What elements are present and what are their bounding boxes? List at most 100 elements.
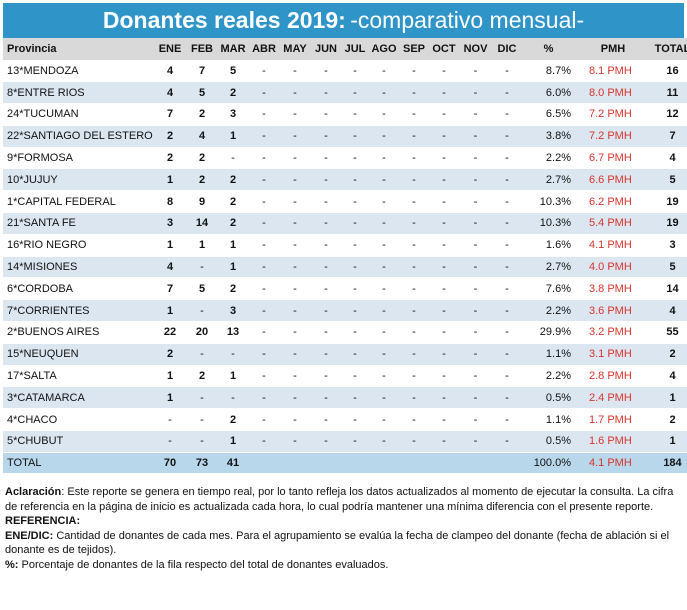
cell-total: 4 (651, 365, 687, 388)
cell-month: - (492, 408, 522, 432)
cell-month: 1 (217, 256, 249, 279)
cell-provincia: 3*CATAMARCA (3, 386, 153, 410)
cell-month: - (492, 299, 522, 323)
cell-month: - (399, 365, 429, 388)
cell-percent: 8.7% (522, 60, 575, 83)
report-container: Donantes reales 2019: -comparativo mensu… (3, 3, 687, 572)
cell-month: - (341, 125, 369, 148)
cell-month: 2 (217, 190, 249, 214)
table-row: 13*MENDOZA 4 7 5- - - - - - - - -8.7% 8.1 PMH 16 (3, 60, 687, 83)
cell-month: - (341, 60, 369, 83)
cell-month: - (459, 343, 492, 366)
cell-month: - (399, 321, 429, 344)
cell-month: - (459, 168, 492, 192)
cell-month: - (429, 430, 459, 453)
cell-month: 4 (153, 60, 187, 83)
cell-pmh: 6.7 PMH (575, 147, 651, 170)
cell-month: - (429, 234, 459, 257)
cell-month: - (249, 256, 279, 279)
cell-total: 14 (651, 277, 687, 301)
cell-month: - (429, 125, 459, 148)
column-header-total: TOTAL (654, 43, 687, 55)
cell-month: - (279, 430, 311, 453)
cell-month: - (311, 60, 341, 83)
column-header-sep: SEP (402, 43, 425, 55)
cell-month (311, 452, 341, 473)
cell-month: - (341, 408, 369, 432)
donors-table: Provincia ENE FEB MAR ABR MAY JUN JUL AGO SEP OCT N… (3, 38, 687, 474)
cell-total: 11 (651, 81, 687, 105)
cell-month: - (279, 190, 311, 214)
cell-provincia: 5*CHUBUT (3, 430, 153, 453)
cell-month: - (369, 125, 399, 148)
cell-month: 1 (217, 430, 249, 453)
note-aclaracion-text: : Este reporte se genera en tiempo real,… (5, 486, 674, 513)
cell-pmh: 3.1 PMH (575, 343, 651, 366)
cell-month: 1 (153, 234, 187, 257)
cell-month: - (492, 212, 522, 235)
table-row: 3*CATAMARCA 1- - - - - - - - - - -0.5% 2.4 PMH 1 (3, 386, 687, 410)
cell-provincia: TOTAL (7, 457, 42, 470)
cell-provincia: 24*TUCUMAN (3, 103, 153, 126)
cell-month: - (492, 81, 522, 105)
cell-month: - (459, 190, 492, 214)
cell-pmh: 4.1 PMH (575, 234, 651, 257)
cell-pmh: 2.8 PMH (575, 365, 651, 388)
cell-month: - (311, 190, 341, 214)
column-header-jul: JUL (344, 43, 366, 55)
cell-month: - (369, 386, 399, 410)
cell-month: 2 (217, 168, 249, 192)
cell-month: - (249, 321, 279, 344)
note-referencia: REFERENCIA: (5, 514, 675, 529)
cell-month: - (311, 168, 341, 192)
table-row: 4*CHACO - -2- - - - - - - - -1.1% 1.7 PMH 2 (3, 408, 687, 432)
table-row: 8*ENTRE RIOS 4 5 2- - - - - - - - -6.0% 8.0 PMH 11 (3, 81, 687, 105)
cell-month: - (459, 408, 492, 432)
note-enedic: ENE/DIC: Cantidad de donantes de cada me… (5, 529, 675, 558)
cell-month: 22 (153, 321, 187, 344)
cell-month: - (369, 256, 399, 279)
cell-provincia: 8*ENTRE RIOS (3, 81, 153, 105)
cell-month: 2 (153, 147, 187, 170)
cell-month: 7 (187, 60, 217, 83)
cell-provincia: 10*JUJUY (3, 168, 153, 192)
cell-month: - (399, 299, 429, 323)
cell-month: 2 (187, 168, 217, 192)
cell-month: - (279, 386, 311, 410)
cell-month: - (492, 234, 522, 257)
cell-percent: 29.9% (522, 321, 575, 344)
cell-provincia: 22*SANTIAGO DEL ESTERO (3, 125, 153, 148)
cell-month: 3 (217, 103, 249, 126)
cell-month: - (492, 125, 522, 148)
cell-pmh: 8.1 PMH (575, 60, 651, 83)
note-enedic-text: Cantidad de donantes de cada mes. Para e… (5, 529, 670, 557)
cell-provincia: 4*CHACO (3, 408, 153, 432)
cell-month: - (249, 81, 279, 105)
note-pct-text: Porcentaje de donantes de la fila respec… (18, 558, 389, 571)
cell-month: - (249, 408, 279, 432)
cell-total: 5 (651, 256, 687, 279)
cell-month: - (249, 103, 279, 126)
cell-month: - (492, 147, 522, 170)
cell-total: 12 (651, 103, 687, 126)
cell-month: - (369, 81, 399, 105)
column-header-nov: NOV (463, 43, 488, 55)
cell-month: - (279, 321, 311, 344)
cell-pmh: 4.0 PMH (575, 256, 651, 279)
cell-provincia: 14*MISIONES (3, 256, 153, 279)
cell-percent: 100.0% (533, 457, 571, 470)
cell-month: - (429, 386, 459, 410)
cell-month: - (279, 277, 311, 301)
cell-month: - (187, 408, 217, 432)
cell-month: 1 (187, 234, 217, 257)
cell-month: - (341, 277, 369, 301)
cell-month: - (249, 125, 279, 148)
cell-month (492, 452, 522, 473)
column-header-ene: ENE (158, 43, 182, 55)
cell-month: 4 (153, 256, 187, 279)
cell-provincia: 13*MENDOZA (3, 60, 153, 83)
cell-month: - (459, 147, 492, 170)
cell-month: 4 (187, 125, 217, 148)
cell-month: - (249, 299, 279, 323)
column-header-provincia: Provincia (7, 43, 57, 55)
